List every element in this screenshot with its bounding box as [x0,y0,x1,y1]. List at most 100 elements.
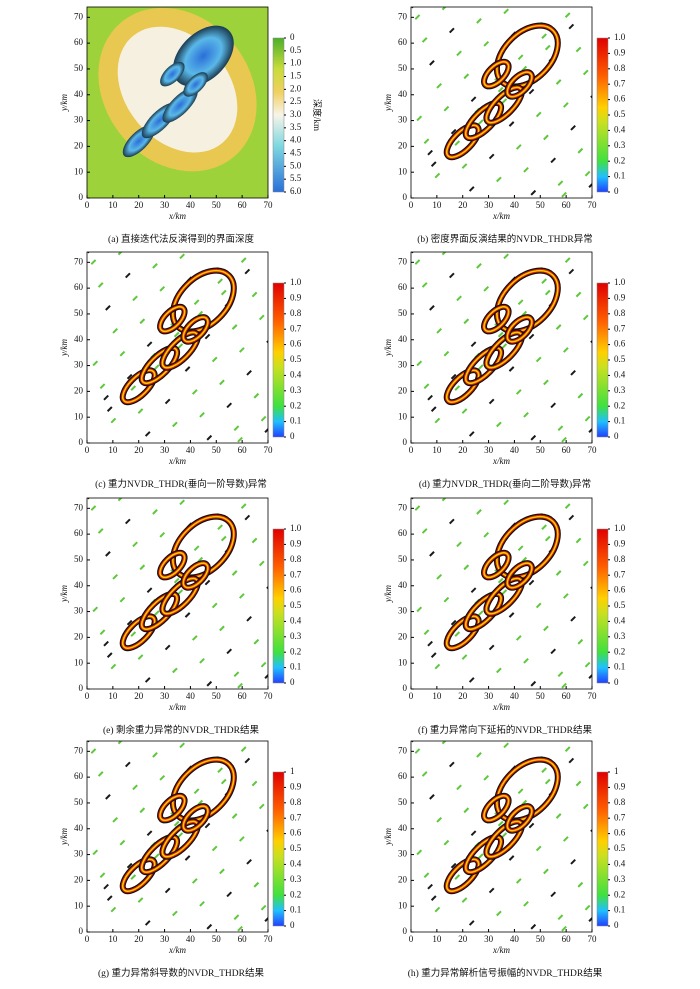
speckle [456,784,462,791]
y-axis-label: y/km [59,94,69,112]
speckle [575,780,582,787]
speckle [454,874,461,880]
x-tick-label: 30 [484,691,494,701]
x-tick-label: 40 [510,691,520,701]
y-tick-label: 40 [74,580,84,590]
x-tick-label: 10 [108,691,118,701]
x-tick-label: 60 [562,445,572,455]
speckle [99,629,106,636]
speckle [233,671,240,678]
x-tick-label: 30 [160,445,170,455]
colorbar-tick-label: 0.6 [614,585,626,595]
y-axis-label: y/km [59,339,69,357]
colorbar-tick-label: 5.5 [290,173,302,183]
speckle [92,606,99,613]
y-tick-label: 50 [74,308,84,318]
speckle [90,748,97,754]
speckle [568,757,575,764]
anomaly-ring [464,836,502,873]
speckle [434,417,441,424]
speckle [246,615,252,622]
speckle [557,180,564,187]
speckle [421,37,428,43]
speckle [461,408,468,414]
speckle [421,282,428,288]
x-tick-label: 30 [484,200,494,210]
speckle [173,331,180,338]
colorbar-tick-label: 1.0 [290,277,302,287]
y-tick-label: 50 [398,308,408,318]
speckle [544,778,551,785]
speckle [523,658,529,664]
speckle [119,839,126,846]
x-tick-label: 50 [536,445,546,455]
speckle [423,138,430,145]
colorbar-tick-label: 0.3 [290,874,302,884]
colorbar-tick-label: 0.3 [614,140,626,150]
x-tick-label: 30 [484,934,494,944]
speckle [461,654,468,660]
speckle [99,383,106,390]
speckle [496,667,502,674]
speckle [528,88,535,95]
colorbar-tick-label: 0.6 [614,94,626,104]
speckle [535,602,542,609]
depression [172,25,234,87]
speckle [436,82,442,89]
speckle [164,644,171,651]
heatmap-image [87,741,268,932]
anomaly-ring [122,615,156,649]
speckle [159,531,166,538]
speckle [470,96,477,103]
speckle [557,671,564,678]
speckle [557,425,564,432]
colorbar-tick-label: 0.1 [290,905,301,915]
colorbar-tick-label: 0 [290,920,295,930]
speckle [488,153,495,160]
y-tick-label: 60 [398,282,408,292]
anomaly-ring [140,593,178,630]
colorbar-tick-label: 0.7 [614,323,626,333]
speckle [97,282,104,288]
speckle [450,373,457,380]
x-tick-label: 70 [264,200,274,210]
speckle [584,415,591,422]
y-tick-label: 20 [398,140,408,150]
speckle [184,612,191,618]
speckle [577,147,584,154]
anomaly-ring [485,820,523,858]
panel-caption: (a) 直接迭代法反演得到的界面深度 [108,233,254,245]
anomaly-ring [485,577,523,615]
speckle [126,862,133,869]
x-tick-label: 70 [588,200,598,210]
x-tick-label: 40 [186,934,196,944]
colorbar-tick-label: 0.5 [614,843,626,853]
colorbar-tick-label: 4.0 [290,135,302,145]
x-tick-label: 40 [186,200,196,210]
speckle [497,820,504,827]
y-tick-label: 0 [403,926,408,936]
speckle [476,509,482,515]
colorbar-tick-label: 0 [614,431,619,441]
speckle [577,392,584,399]
speckle [240,746,247,752]
panel: 0 10 20 30 40 50 60 70 0 10 20 30 40 50 60 70 x/km y/km 0 0… [59,251,302,490]
x-tick-label: 10 [432,934,442,944]
speckle [496,176,502,183]
colorbar-tick-label: 1 [614,766,619,776]
speckle [496,421,502,428]
speckle [217,767,223,773]
speckle [220,289,227,296]
speckle [211,356,218,363]
speckle [125,272,131,279]
colorbar-tick-label: 1.0 [614,277,626,287]
speckle [508,366,515,372]
colorbar-tick-label: 0 [614,677,619,687]
speckle [184,366,191,372]
colorbar-tick-label: 0.6 [614,828,626,838]
x-tick-label: 60 [238,691,248,701]
speckle [106,895,113,901]
x-tick-label: 50 [536,691,546,701]
heatmap-image [87,252,268,443]
speckle [137,654,144,660]
